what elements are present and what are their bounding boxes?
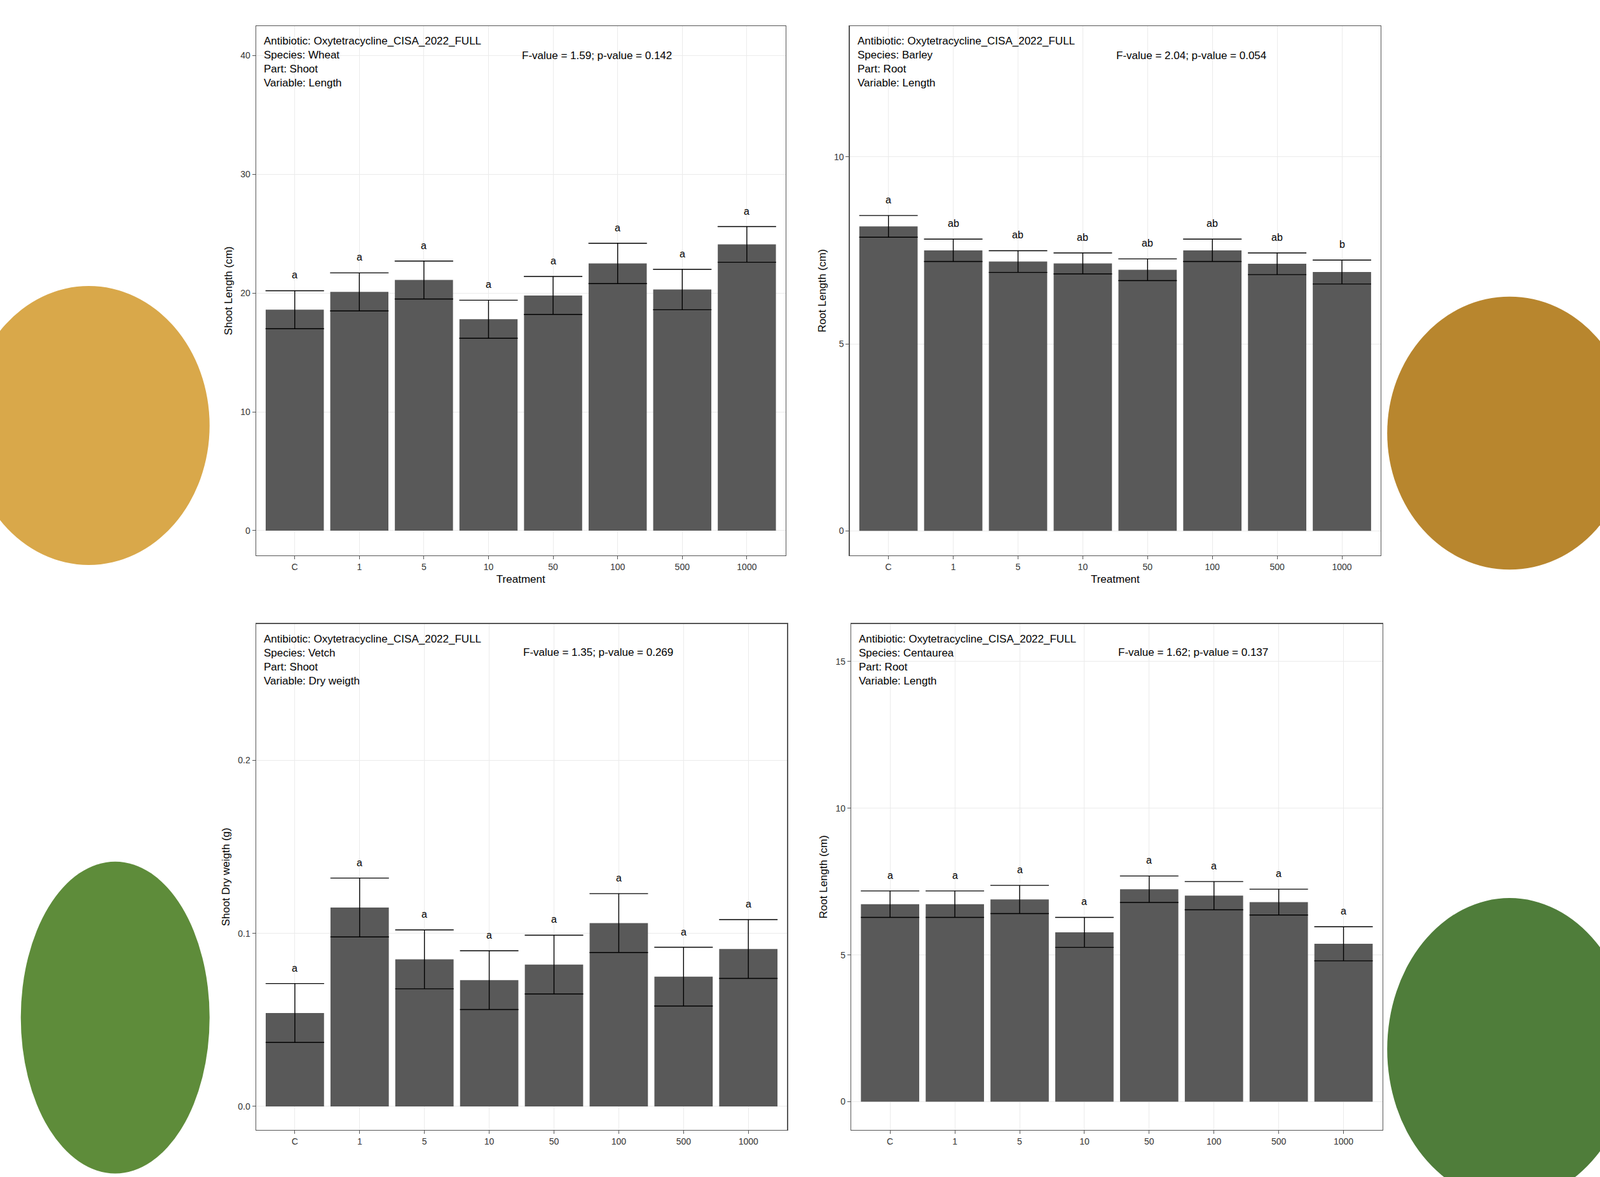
svg-text:100: 100 — [610, 561, 626, 573]
svg-text:500: 500 — [1271, 1136, 1287, 1147]
svg-text:C: C — [291, 561, 299, 573]
svg-text:50: 50 — [1144, 1136, 1155, 1147]
svg-text:100: 100 — [611, 1136, 627, 1147]
svg-text:a: a — [1275, 868, 1282, 880]
svg-text:a: a — [1340, 905, 1347, 917]
svg-text:1: 1 — [357, 1136, 363, 1147]
svg-text:0: 0 — [839, 525, 845, 536]
svg-text:0: 0 — [840, 1096, 846, 1107]
svg-text:50: 50 — [549, 1136, 560, 1147]
svg-text:5: 5 — [421, 561, 427, 573]
svg-text:Treatment: Treatment — [496, 573, 546, 586]
svg-text:1000: 1000 — [1333, 1136, 1354, 1147]
svg-text:Antibiotic: Oxytetracycline_CI: Antibiotic: Oxytetracycline_CISA_2022_FU… — [858, 633, 1077, 688]
svg-text:1: 1 — [950, 561, 957, 573]
svg-text:1000: 1000 — [736, 561, 757, 573]
svg-text:Shoot Dry weigth (g): Shoot Dry weigth (g) — [219, 827, 233, 927]
svg-text:500: 500 — [1269, 561, 1285, 573]
svg-text:a: a — [887, 870, 894, 882]
svg-text:Antibiotic: Oxytetracycline_CI: Antibiotic: Oxytetracycline_CISA_2022_FU… — [857, 34, 1075, 89]
svg-text:a: a — [614, 222, 621, 234]
svg-text:0.1: 0.1 — [237, 928, 251, 939]
svg-text:a: a — [680, 926, 687, 938]
svg-text:5: 5 — [1015, 561, 1021, 573]
svg-text:20: 20 — [240, 287, 251, 299]
svg-text:b: b — [1339, 239, 1346, 250]
svg-text:a: a — [485, 279, 492, 290]
svg-text:a: a — [615, 872, 622, 884]
svg-text:1000: 1000 — [738, 1136, 759, 1147]
svg-text:5: 5 — [839, 338, 845, 349]
svg-text:a: a — [291, 269, 298, 281]
svg-text:10: 10 — [1078, 561, 1089, 573]
svg-text:F-value = 1.35; p-value = 0.26: F-value = 1.35; p-value = 0.269 — [523, 646, 674, 659]
svg-text:F-value = 2.04; p-value = 0.05: F-value = 2.04; p-value = 0.054 — [1116, 49, 1267, 62]
svg-text:Antibiotic: Oxytetracycline_CI: Antibiotic: Oxytetracycline_CISA_2022_FU… — [263, 34, 482, 89]
svg-text:ab: ab — [1011, 229, 1024, 241]
svg-text:1: 1 — [356, 561, 362, 573]
svg-text:F-value = 1.59; p-value = 0.14: F-value = 1.59; p-value = 0.142 — [521, 49, 672, 62]
svg-text:Root Length (cm): Root Length (cm) — [816, 249, 829, 333]
svg-text:Treatment: Treatment — [1090, 573, 1140, 586]
svg-text:0: 0 — [245, 525, 251, 536]
svg-text:F-value = 1.62; p-value = 0.13: F-value = 1.62; p-value = 0.137 — [1118, 646, 1269, 659]
svg-text:10: 10 — [484, 1136, 495, 1147]
svg-text:a: a — [1146, 854, 1152, 866]
svg-text:100: 100 — [1206, 1136, 1222, 1147]
svg-text:10: 10 — [834, 151, 845, 163]
svg-text:500: 500 — [675, 561, 691, 573]
svg-text:a: a — [356, 251, 363, 263]
svg-text:ab: ab — [1076, 232, 1089, 243]
svg-text:1: 1 — [952, 1136, 958, 1147]
svg-text:5: 5 — [1017, 1136, 1023, 1147]
svg-text:10: 10 — [1079, 1136, 1090, 1147]
svg-text:0.0: 0.0 — [237, 1101, 251, 1112]
svg-text:10: 10 — [835, 803, 846, 814]
svg-text:Antibiotic: Oxytetracycline_CI: Antibiotic: Oxytetracycline_CISA_2022_FU… — [263, 633, 482, 688]
svg-text:ab: ab — [1141, 237, 1154, 249]
svg-text:5: 5 — [840, 950, 846, 961]
svg-text:ab: ab — [947, 218, 960, 229]
svg-text:Root Length (cm): Root Length (cm) — [817, 835, 830, 919]
svg-text:C: C — [291, 1136, 299, 1147]
svg-text:a: a — [745, 898, 752, 910]
svg-text:40: 40 — [240, 50, 251, 61]
svg-text:a: a — [1081, 896, 1088, 908]
svg-text:10: 10 — [240, 406, 251, 418]
svg-text:1000: 1000 — [1331, 561, 1352, 573]
svg-text:a: a — [885, 194, 892, 206]
svg-text:ab: ab — [1206, 218, 1218, 229]
svg-text:a: a — [486, 929, 493, 941]
svg-text:0.2: 0.2 — [237, 755, 251, 766]
svg-text:10: 10 — [483, 561, 494, 573]
svg-text:30: 30 — [240, 169, 251, 180]
svg-text:a: a — [743, 205, 750, 217]
svg-text:100: 100 — [1205, 561, 1221, 573]
svg-text:ab: ab — [1271, 232, 1283, 243]
svg-text:a: a — [551, 914, 557, 925]
svg-text:a: a — [550, 255, 557, 267]
svg-text:50: 50 — [1142, 561, 1154, 573]
svg-text:a: a — [1210, 860, 1217, 872]
svg-text:15: 15 — [835, 656, 846, 667]
svg-text:a: a — [1017, 864, 1023, 876]
svg-text:a: a — [291, 963, 298, 974]
svg-text:a: a — [356, 857, 363, 869]
svg-text:a: a — [420, 240, 427, 252]
svg-text:C: C — [885, 561, 892, 573]
svg-text:500: 500 — [676, 1136, 692, 1147]
svg-text:50: 50 — [547, 561, 559, 573]
svg-text:a: a — [679, 248, 686, 260]
svg-text:5: 5 — [422, 1136, 428, 1147]
svg-text:a: a — [421, 909, 428, 920]
svg-text:Shoot Length (cm): Shoot Length (cm) — [222, 246, 235, 336]
svg-text:a: a — [952, 870, 958, 882]
svg-text:C: C — [886, 1136, 894, 1147]
